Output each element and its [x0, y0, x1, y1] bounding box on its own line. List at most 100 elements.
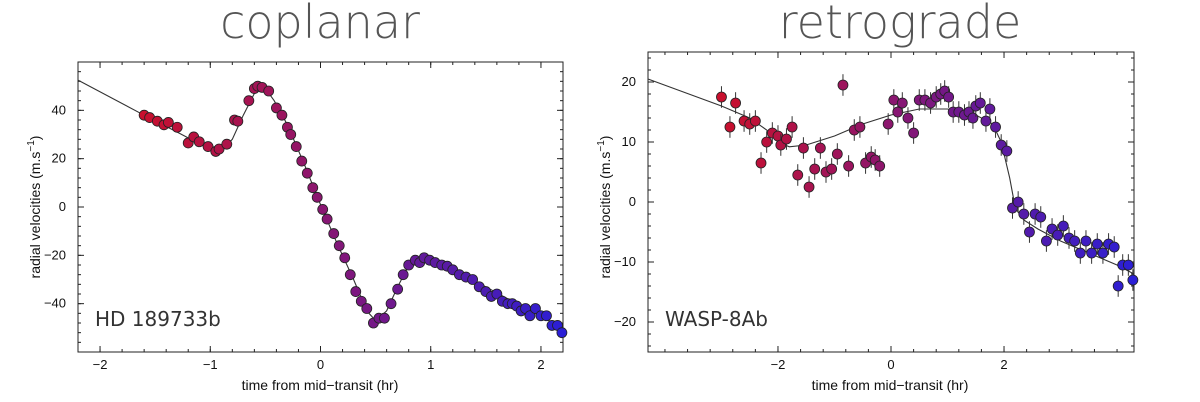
data-point: [786, 121, 798, 133]
data-point: [854, 121, 866, 133]
data-point: [350, 286, 362, 297]
data-point: [344, 269, 356, 281]
y-axis-label: radial velocities (m.s−1): [26, 136, 43, 279]
data-point: [902, 112, 914, 124]
data-point: [843, 160, 855, 172]
data-point: [1080, 235, 1092, 247]
data-point: [213, 143, 225, 155]
data-point: [874, 160, 886, 172]
data-point: [307, 182, 319, 194]
x-tick-label: 0: [317, 357, 324, 372]
y-tick-label: −20: [614, 314, 636, 329]
tick-labels: −2 −1 0 1 2 −40 −20 0 20 40: [44, 62, 563, 372]
data-point: [271, 102, 282, 114]
y-tick-label: −10: [614, 254, 636, 269]
data-point: [301, 167, 313, 179]
data-point: [491, 288, 503, 300]
data-point: [792, 169, 804, 181]
data-point: [556, 327, 568, 339]
y-tick-label: −20: [44, 247, 66, 262]
data-point: [232, 115, 244, 127]
data-point: [385, 298, 397, 310]
data-point: [882, 118, 894, 130]
data-point: [1086, 247, 1098, 259]
data-point: [1012, 196, 1024, 208]
data-point: [317, 204, 329, 215]
y-axis-label: radial velocities (m.s−1): [596, 136, 613, 279]
data-point: [276, 109, 288, 121]
chart-coplanar: coplanar −2 −1 0 1 2 −40 −20 0 20 40 HD 189733b t…: [26, 0, 568, 393]
x-tick-label: −2: [93, 357, 108, 372]
y-axis-label-main: radial velocities (m.s: [597, 152, 613, 279]
data-point: [908, 127, 920, 139]
data-point: [290, 141, 302, 152]
data-point: [798, 142, 809, 154]
data-point: [1052, 229, 1064, 241]
model-line: [647, 78, 1135, 275]
planet-label: HD 189733b: [95, 307, 221, 331]
data-point: [1069, 235, 1081, 247]
x-tick-label: 0: [887, 357, 894, 372]
data-point: [397, 269, 409, 281]
y-axis-label-main: radial velocities (m.s: [27, 152, 43, 279]
data-point: [1057, 220, 1069, 232]
data-point: [1035, 211, 1047, 223]
x-tick-label: −1: [203, 357, 218, 372]
minor-ticks: [77, 61, 564, 353]
x-axis-label: time from mid−transit (hr): [812, 377, 969, 393]
data-point: [1112, 280, 1124, 292]
data-point: [1122, 259, 1134, 271]
data-point: [202, 141, 214, 152]
data-point: [328, 228, 340, 239]
y-tick-label: 0: [59, 199, 66, 214]
y-axis-label-exponent: −1: [26, 140, 37, 152]
data-points: [138, 80, 568, 339]
data-point: [761, 136, 773, 148]
x-tick-label: −2: [771, 357, 786, 372]
x-tick-label: 2: [537, 357, 544, 372]
data-point: [1108, 241, 1120, 253]
chart-title: retrograde: [779, 0, 1022, 49]
planet-label: WASP-8Ab: [665, 307, 768, 331]
data-point: [826, 163, 838, 175]
y-tick-label: 20: [622, 74, 636, 89]
data-point: [892, 106, 904, 118]
data-point: [467, 274, 479, 285]
data-point: [896, 97, 908, 109]
data-point: [263, 85, 275, 97]
x-tick-label: 2: [1000, 357, 1007, 372]
data-point: [221, 138, 233, 150]
data-point: [392, 283, 404, 295]
data-point: [814, 142, 826, 154]
data-point: [530, 303, 541, 314]
chart-title: coplanar: [220, 0, 420, 49]
data-point: [355, 295, 367, 307]
data-point: [730, 97, 741, 109]
data-point: [333, 240, 345, 252]
data-point: [311, 191, 323, 203]
data-point: [321, 213, 333, 225]
data-point: [171, 121, 183, 133]
data-point: [1091, 238, 1103, 250]
data-point: [803, 181, 815, 193]
data-point: [1024, 226, 1035, 238]
data-point: [541, 310, 552, 322]
data-point: [339, 252, 351, 264]
data-point: [967, 112, 979, 124]
data-point: [990, 121, 1001, 133]
y-axis-label-end: ): [597, 136, 613, 141]
x-axis-label: time from mid−transit (hr): [242, 377, 399, 393]
x-tick-label: 1: [427, 357, 434, 372]
data-point: [285, 129, 297, 140]
data-point: [724, 121, 736, 133]
data-point: [831, 148, 843, 160]
y-tick-label: 20: [52, 151, 66, 166]
data-point: [193, 136, 205, 148]
data-point: [755, 157, 767, 169]
data-point: [1041, 235, 1052, 247]
data-point: [716, 91, 727, 103]
data-point: [781, 133, 792, 145]
y-tick-label: 40: [52, 102, 66, 117]
